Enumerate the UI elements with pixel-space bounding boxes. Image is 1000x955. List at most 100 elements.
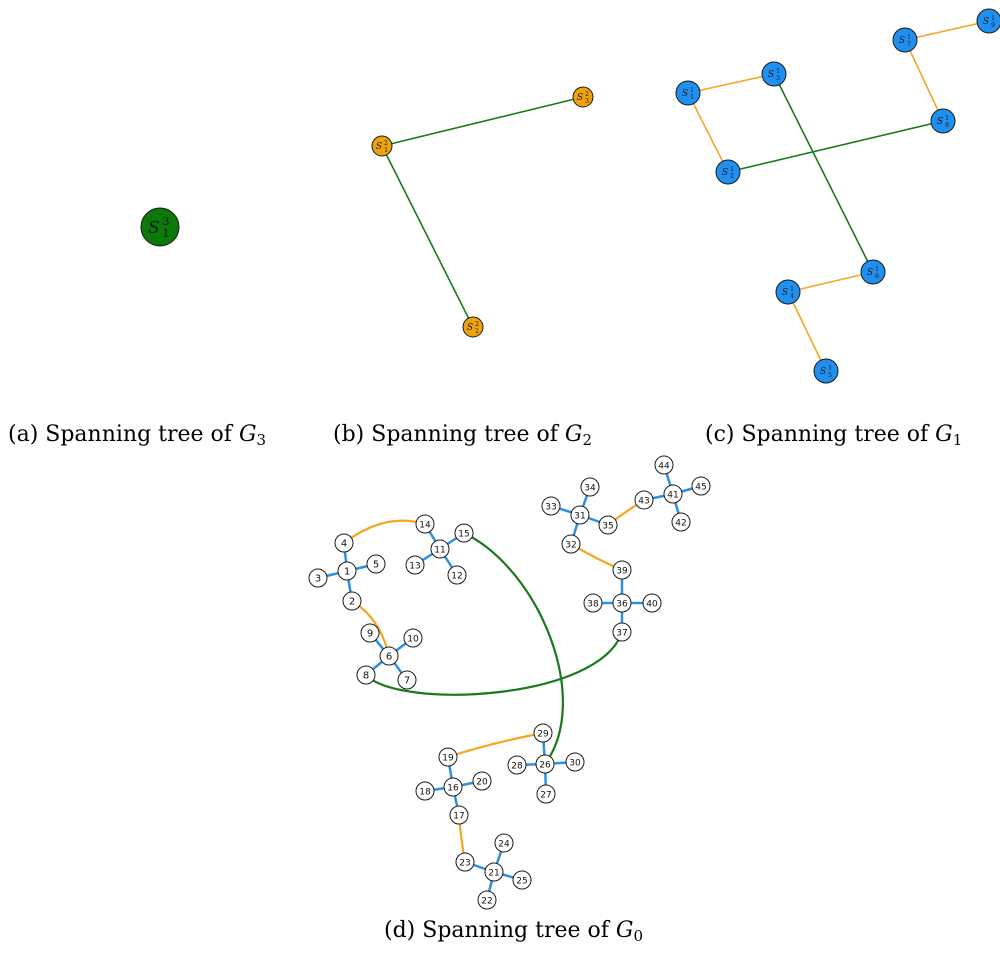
node-s2-2: S 22 <box>462 316 484 338</box>
svg-text:41: 41 <box>667 491 678 501</box>
node-21: 21 <box>484 862 504 882</box>
svg-text:5: 5 <box>828 372 832 379</box>
svg-text:1: 1 <box>875 266 879 273</box>
node-24: 24 <box>494 833 514 853</box>
svg-text:30: 30 <box>569 759 581 769</box>
svg-text:7: 7 <box>404 676 410 687</box>
edge-4-14 <box>343 519 426 544</box>
svg-text:3: 3 <box>776 75 780 82</box>
edge-S1_1-S1_3 <box>687 73 775 94</box>
svg-text:21: 21 <box>488 869 499 879</box>
node-s1-3: S 13 <box>761 61 787 87</box>
svg-text:1: 1 <box>828 365 832 372</box>
node-29: 29 <box>533 723 553 743</box>
svg-text:16: 16 <box>447 784 459 794</box>
node-12: 12 <box>447 565 467 585</box>
caption-c: (c) Spanning tree of G1 <box>705 422 962 453</box>
svg-text:2: 2 <box>349 597 355 608</box>
svg-text:S: S <box>820 367 826 377</box>
caption-d: (d) Spanning tree of G0 <box>384 918 643 949</box>
node-2: 2 <box>342 591 362 611</box>
node-43: 43 <box>634 490 654 510</box>
node-26: 26 <box>535 754 555 774</box>
node-30: 30 <box>565 752 585 772</box>
node-42: 42 <box>671 512 691 532</box>
svg-text:S: S <box>937 117 943 127</box>
node-s1-7: S 17 <box>892 27 918 53</box>
node-s1-6: S 16 <box>860 259 886 285</box>
node-1: 1 <box>337 561 357 581</box>
node-s1-2: S 12 <box>715 159 741 185</box>
svg-text:25: 25 <box>516 877 527 887</box>
svg-text:43: 43 <box>638 497 649 507</box>
node-31: 31 <box>570 505 590 525</box>
node-15: 15 <box>454 523 474 543</box>
node-35: 35 <box>598 515 618 535</box>
node-17: 17 <box>449 805 469 825</box>
node-13: 13 <box>405 555 425 575</box>
svg-text:39: 39 <box>616 567 628 577</box>
svg-text:9: 9 <box>991 22 995 29</box>
svg-text:1: 1 <box>776 68 780 75</box>
node-41: 41 <box>663 484 683 504</box>
node-10: 10 <box>403 628 423 648</box>
svg-text:22: 22 <box>481 897 492 907</box>
node-23: 23 <box>455 852 475 872</box>
node-33: 33 <box>541 496 561 516</box>
svg-text:26: 26 <box>539 761 551 771</box>
svg-text:24: 24 <box>498 840 510 850</box>
svg-text:14: 14 <box>419 521 431 531</box>
svg-text:S: S <box>682 89 688 99</box>
edge-S2_1-S2_3 <box>381 96 584 147</box>
svg-text:45: 45 <box>695 483 706 493</box>
svg-text:S: S <box>782 288 788 298</box>
svg-text:S: S <box>768 70 774 80</box>
svg-text:9: 9 <box>367 629 373 640</box>
svg-text:1: 1 <box>163 227 170 240</box>
caption-d-text: (d) Spanning tree of <box>384 918 616 943</box>
svg-text:1: 1 <box>945 115 949 122</box>
svg-text:12: 12 <box>451 572 462 582</box>
node-s1-1: S 11 <box>675 80 701 106</box>
svg-text:4: 4 <box>790 293 794 300</box>
node-32: 32 <box>561 534 581 554</box>
node-36: 36 <box>612 593 632 613</box>
node-20: 20 <box>472 771 492 791</box>
edge-19-29 <box>447 731 544 759</box>
svg-text:3: 3 <box>163 215 170 228</box>
svg-text:6: 6 <box>875 273 879 280</box>
svg-text:36: 36 <box>616 600 628 610</box>
svg-text:38: 38 <box>587 600 599 610</box>
node-s2-1: S 21 <box>371 135 393 157</box>
svg-text:S: S <box>983 17 989 27</box>
svg-text:11: 11 <box>434 546 445 556</box>
caption-c-sub: 1 <box>952 431 963 449</box>
svg-text:1: 1 <box>730 166 734 173</box>
node-19: 19 <box>438 747 458 767</box>
svg-text:23: 23 <box>459 859 470 869</box>
node-8: 8 <box>356 665 376 685</box>
caption-b-var: G <box>564 422 583 447</box>
node-s1-9: S 19 <box>976 8 1000 34</box>
svg-text:2: 2 <box>730 173 734 180</box>
edge-S1_4-S1_6 <box>787 271 874 293</box>
svg-text:29: 29 <box>537 730 549 740</box>
node-25: 25 <box>512 870 532 890</box>
svg-text:1: 1 <box>690 87 694 94</box>
caption-c-text: (c) Spanning tree of <box>705 422 936 447</box>
node-6: 6 <box>379 646 399 666</box>
svg-text:44: 44 <box>658 462 670 472</box>
svg-text:8: 8 <box>945 122 949 129</box>
caption-b: (b) Spanning tree of G2 <box>333 422 592 453</box>
node-45: 45 <box>691 476 711 496</box>
svg-text:1: 1 <box>690 94 694 101</box>
svg-text:32: 32 <box>565 541 576 551</box>
svg-text:2: 2 <box>475 321 479 328</box>
svg-text:8: 8 <box>363 671 369 682</box>
svg-text:15: 15 <box>458 530 469 540</box>
caption-a: (a) Spanning tree of G3 <box>8 422 266 453</box>
node-18: 18 <box>415 781 435 801</box>
svg-text:37: 37 <box>616 629 627 639</box>
node-s2-3: S 23 <box>572 86 594 108</box>
caption-a-var: G <box>238 422 257 447</box>
